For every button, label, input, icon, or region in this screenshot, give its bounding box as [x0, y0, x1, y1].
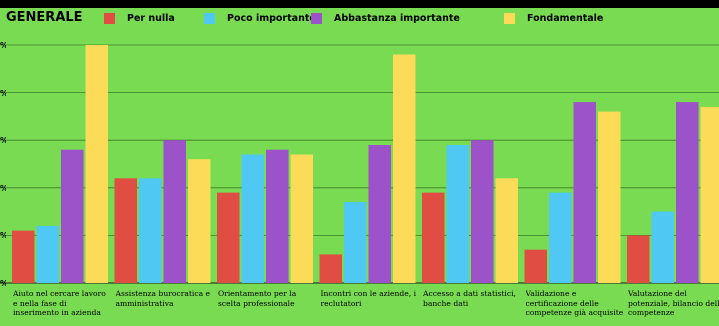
bar-6-fondamentale — [598, 111, 621, 283]
bar-3-poco-importante — [241, 154, 264, 283]
x-tick-label: Assistenza burocratica e amministrativa — [115, 289, 211, 308]
x-tick-label: Validazione e certificazione delle compe… — [525, 289, 624, 317]
bar-2-fondamentale — [188, 159, 211, 283]
bar-6-abbastanza-importante — [573, 102, 596, 283]
bar-3-per-nulla — [217, 192, 240, 283]
legend-label: Per nulla — [127, 12, 175, 24]
bar-1-poco-importante — [36, 225, 59, 283]
bar-7-fondamentale — [700, 106, 719, 284]
x-tick-label: Accesso a dati statistici, banche dati — [423, 289, 516, 308]
bar-4-fondamentale — [393, 54, 416, 283]
bar-6-poco-importante — [549, 192, 572, 283]
legend-entry: Poco importante — [204, 11, 316, 25]
legend-label: Fondamentale — [527, 12, 604, 24]
legend-entry: Per nulla — [104, 11, 175, 25]
x-tick-label: Valutazione del potenziale, bilancio del… — [628, 289, 719, 317]
legend-label: Poco importante — [227, 12, 316, 24]
y-tick-label: % — [0, 279, 6, 289]
bar-1-abbastanza-importante — [61, 149, 84, 283]
y-tick-label: % — [0, 184, 6, 194]
top-border — [0, 0, 719, 8]
x-tick-label: Aiuto nel cercare lavoro e nella fase di… — [13, 289, 106, 317]
legend-entry: Abbastanza importante — [311, 11, 460, 25]
bar-5-abbastanza-importante — [471, 140, 494, 283]
y-tick-label: % — [0, 89, 6, 99]
bar-2-abbastanza-importante — [163, 140, 186, 283]
legend-label: Abbastanza importante — [334, 12, 460, 24]
bar-5-fondamentale — [495, 178, 518, 283]
legend-swatch — [104, 12, 115, 24]
bar-4-poco-importante — [344, 202, 367, 283]
bar-7-per-nulla — [627, 235, 650, 283]
y-tick-label: % — [0, 231, 6, 241]
bar-5-poco-importante — [446, 145, 469, 283]
bar-7-poco-importante — [651, 211, 674, 283]
bar-4-per-nulla — [319, 254, 342, 283]
legend-swatch — [204, 12, 215, 24]
y-tick-label: % — [0, 136, 6, 146]
x-tick-label: Orientamento per la scelta professionale — [218, 289, 297, 308]
bar-5-per-nulla — [422, 192, 445, 283]
bar-6-per-nulla — [524, 249, 547, 283]
y-tick-label: % — [0, 41, 6, 51]
x-tick-label: Incontri con le aziende, i reclutatori — [320, 289, 417, 308]
bar-3-fondamentale — [290, 154, 313, 283]
bar-1-fondamentale — [85, 45, 108, 283]
bar-1-per-nulla — [12, 230, 35, 283]
bar-4-abbastanza-importante — [368, 145, 391, 283]
bar-3-abbastanza-importante — [266, 149, 289, 283]
bar-2-poco-importante — [139, 178, 162, 283]
legend-entry: Fondamentale — [504, 11, 603, 25]
legend-swatch — [311, 12, 322, 24]
legend-swatch — [504, 12, 515, 24]
bar-7-abbastanza-importante — [676, 102, 699, 283]
chart-title: GENERALE — [6, 10, 83, 25]
bar-2-per-nulla — [114, 178, 137, 283]
